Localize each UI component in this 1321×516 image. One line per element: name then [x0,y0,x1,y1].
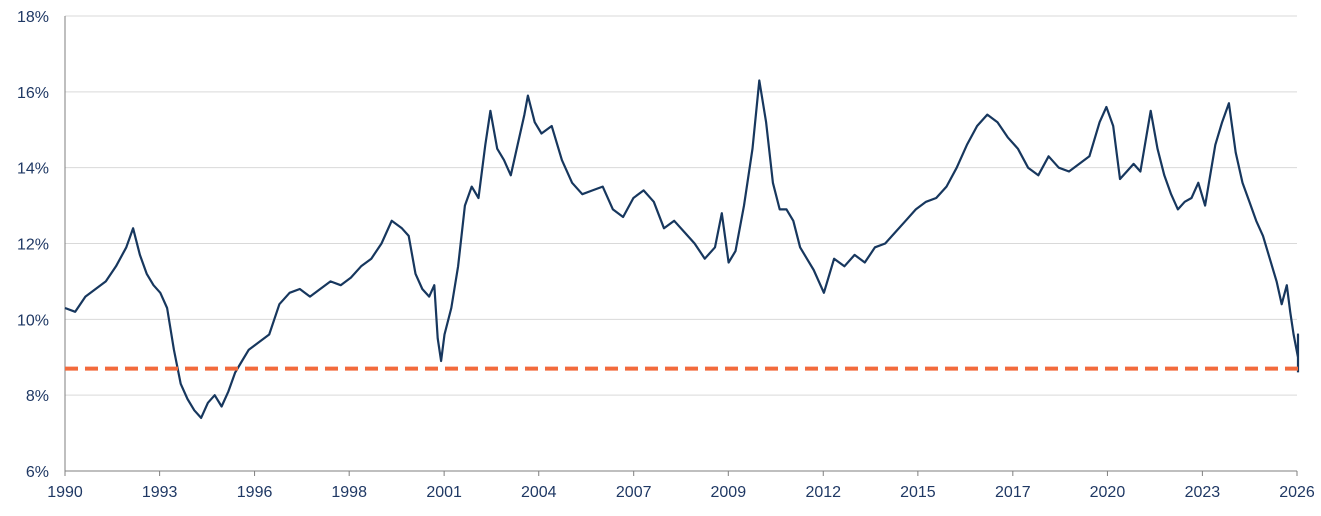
y-tick-label: 6% [26,464,49,481]
x-tick-label: 2012 [805,484,841,501]
series-layer [64,79,1300,419]
y-tick-label: 16% [17,85,49,102]
x-tick-label: 2020 [1090,484,1126,501]
x-tick-label: 2015 [900,484,936,501]
x-tick-label: 2017 [995,484,1031,501]
x-tick-label: 1993 [142,484,178,501]
y-tick-label: 14% [17,161,49,178]
y-tick-label: 10% [17,312,49,329]
x-tick-label: 1990 [47,484,83,501]
x-tick-label: 2026 [1279,484,1315,501]
y-tick-label: 8% [26,388,49,405]
x-tick-label: 1996 [237,484,273,501]
y-tick-label: 18% [17,9,49,26]
x-tick-label: 2023 [1185,484,1221,501]
x-tick-label: 1998 [331,484,367,501]
y-axis-ticks: 6% 8% 10% 12% 14% 16% 18% [17,9,49,481]
x-tick-label: 2009 [711,484,747,501]
y-tick-label: 12% [17,237,49,254]
x-tick-label: 2007 [616,484,652,501]
gridlines [65,15,1297,396]
x-axis-ticks: 1990 1993 1996 1998 2001 2004 2007 2009 2012 2015… [47,471,1315,501]
series-line [64,79,1300,419]
x-tick-label: 2004 [521,484,557,501]
axes [64,16,1297,472]
x-tick-label: 2001 [426,484,462,501]
